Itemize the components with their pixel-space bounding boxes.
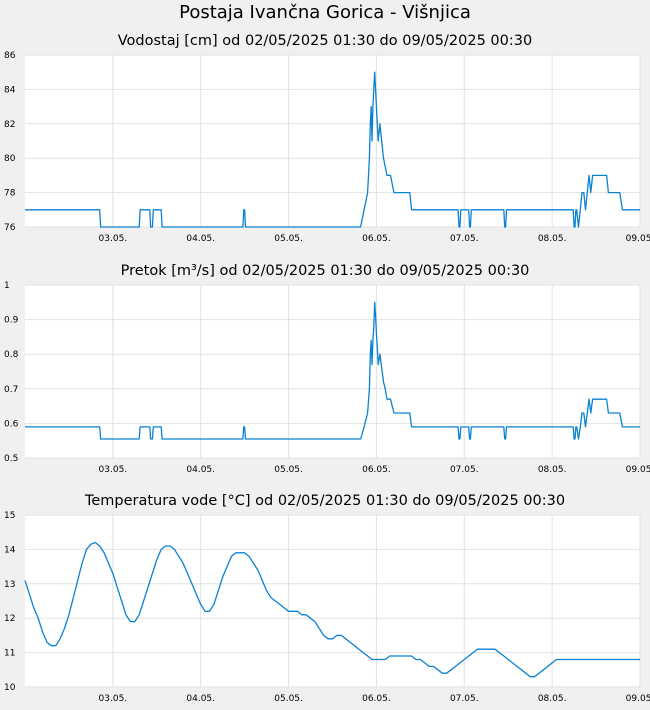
discharge-x-tick-label: 05.05.: [274, 465, 303, 475]
water-level-x-tick-label: 07.05.: [450, 234, 479, 244]
temperature-y-tick-label: 13: [4, 580, 15, 590]
discharge-x-tick-label: 03.05.: [99, 465, 128, 475]
water-level-x-tick-label: 03.05.: [99, 234, 128, 244]
water-level-chart: Vodostaj [cm] od 02/05/2025 01:30 do 09/…: [4, 33, 650, 244]
temperature-x-tick-label: 08.05.: [538, 694, 567, 704]
discharge-x-tick-label: 07.05.: [450, 465, 479, 475]
temperature-plot-area: [25, 515, 640, 687]
water-level-chart-title: Vodostaj [cm] od 02/05/2025 01:30 do 09/…: [118, 33, 532, 49]
discharge-x-tick-label: 08.05.: [538, 465, 567, 475]
water-temperature-chart: Temperatura vode [°C] od 02/05/2025 01:3…: [4, 493, 650, 704]
discharge-x-tick-label: 09.05.: [626, 465, 650, 475]
discharge-y-tick-label: 0.5: [4, 454, 18, 464]
water-level-x-tick-label: 09.05.: [626, 234, 650, 244]
water-level-x-tick-label: 05.05.: [274, 234, 303, 244]
discharge-y-tick-label: 0.9: [4, 316, 19, 326]
water-level-plot-area: [25, 55, 640, 227]
water-level-x-tick-label: 04.05.: [186, 234, 215, 244]
temperature-y-tick-label: 10: [4, 683, 16, 693]
water-level-y-tick-label: 82: [4, 120, 15, 130]
water-level-x-tick-label: 06.05.: [362, 234, 391, 244]
temperature-x-tick-label: 06.05.: [362, 694, 391, 704]
temperature-x-tick-label: 04.05.: [186, 694, 215, 704]
water-level-y-tick-label: 86: [4, 51, 16, 61]
temperature-x-tick-label: 03.05.: [99, 694, 128, 704]
temperature-y-tick-label: 12: [4, 614, 15, 624]
temperature-series-line: [24, 541, 640, 678]
discharge-chart: Pretok [m³/s] od 02/05/2025 01:30 do 09/…: [4, 263, 650, 475]
discharge-series-line: [25, 301, 640, 440]
water-level-series-line: [25, 71, 640, 228]
discharge-y-tick-label: 0.7: [4, 385, 18, 395]
temperature-x-tick-label: 05.05.: [274, 694, 303, 704]
discharge-chart-title: Pretok [m³/s] od 02/05/2025 01:30 do 09/…: [121, 263, 530, 279]
water-level-x-tick-label: 08.05.: [538, 234, 567, 244]
discharge-y-tick-label: 1: [4, 281, 10, 291]
water-level-y-tick-label: 84: [4, 85, 16, 95]
temperature-y-tick-label: 14: [4, 545, 16, 555]
discharge-plot-area: [25, 285, 640, 458]
temperature-y-tick-label: 11: [4, 649, 15, 659]
temperature-chart-title: Temperatura vode [°C] od 02/05/2025 01:3…: [84, 493, 565, 509]
page-title: Postaja Ivančna Gorica - Višnjica: [179, 2, 471, 23]
discharge-y-tick-label: 0.6: [4, 419, 19, 429]
water-level-y-tick-label: 76: [4, 223, 16, 233]
temperature-x-tick-label: 07.05.: [450, 694, 479, 704]
water-level-y-tick-label: 78: [4, 189, 16, 199]
water-level-y-tick-label: 80: [4, 154, 16, 164]
discharge-x-tick-label: 04.05.: [186, 465, 215, 475]
discharge-x-tick-label: 06.05.: [362, 465, 391, 475]
discharge-y-tick-label: 0.8: [4, 350, 19, 360]
temperature-y-tick-label: 15: [4, 511, 15, 521]
temperature-x-tick-label: 09.05.: [626, 694, 650, 704]
